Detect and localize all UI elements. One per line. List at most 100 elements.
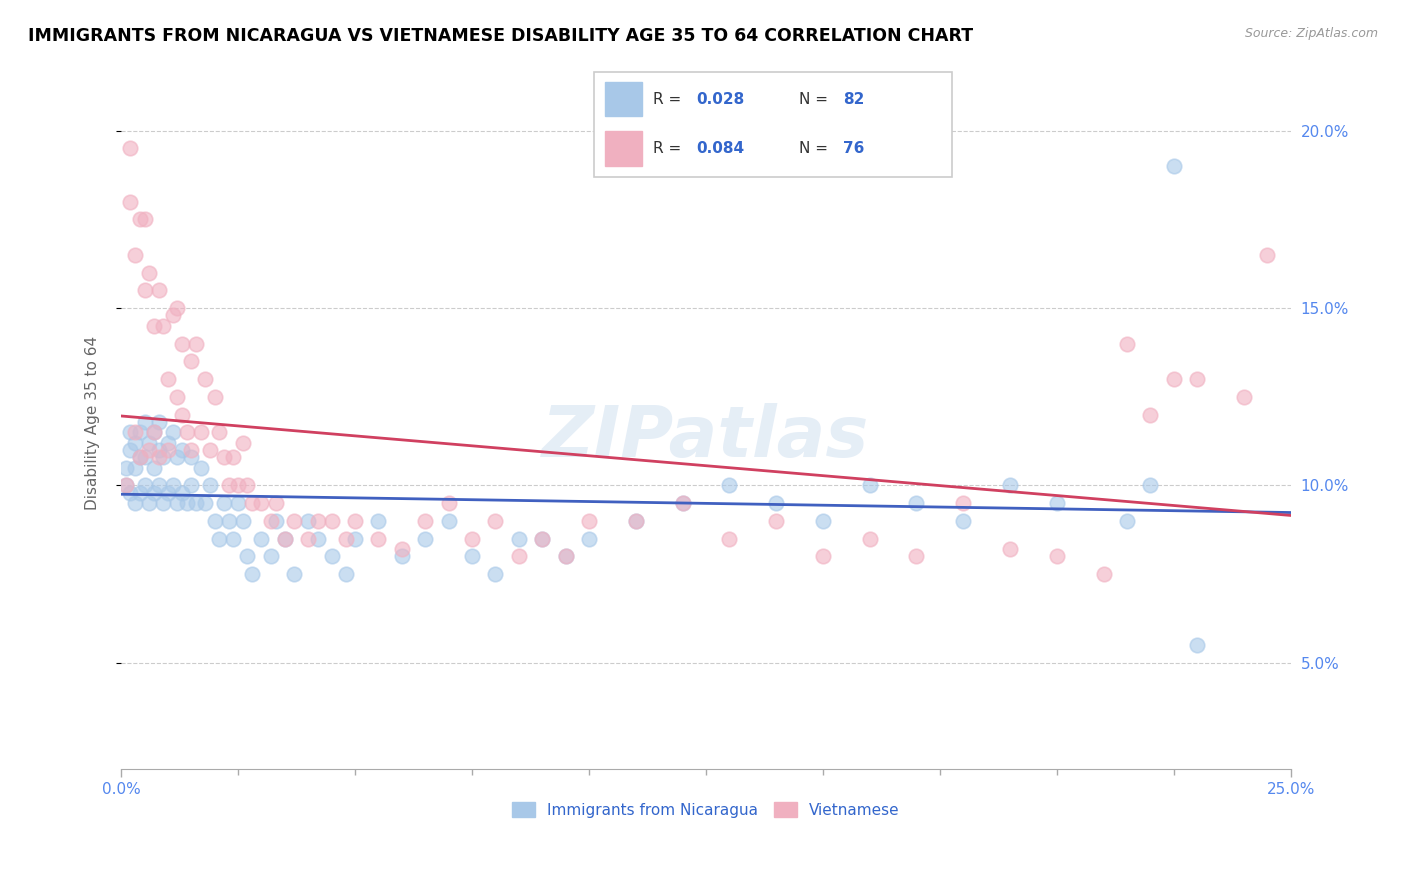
Point [176,425,198,440]
Point [166,496,188,510]
Point [859,532,882,546]
Point [124,496,146,510]
Point [321,514,343,528]
Point [180,354,202,368]
Point [307,532,329,546]
Point [222,532,245,546]
Point [198,442,221,457]
Point [578,514,600,528]
Point [624,514,647,528]
Point [128,450,150,464]
Point [531,532,554,546]
Point [260,514,283,528]
Point [138,442,160,457]
Point [283,567,305,582]
Point [859,478,882,492]
Point [134,450,156,464]
Point [134,478,156,492]
Point [152,450,174,464]
Point [1163,159,1185,173]
Point [344,514,367,528]
Text: R =: R = [652,141,686,156]
Point [128,212,150,227]
Point [508,532,530,546]
Point [170,485,193,500]
Text: N =: N = [799,141,832,156]
Point [1092,567,1115,582]
Point [152,318,174,333]
Point [578,532,600,546]
Point [124,248,146,262]
Point [718,532,741,546]
Point [307,514,329,528]
Point [554,549,576,564]
Point [198,478,221,492]
Point [321,549,343,564]
Point [180,478,202,492]
Point [142,318,165,333]
FancyBboxPatch shape [595,72,952,178]
Point [283,514,305,528]
Point [184,336,207,351]
Point [998,542,1021,557]
Point [194,372,217,386]
Point [138,496,160,510]
Point [437,514,460,528]
Point [124,460,146,475]
Point [240,496,263,510]
Point [718,478,741,492]
Point [391,542,413,557]
Point [134,212,156,227]
Point [437,496,460,510]
Point [232,514,254,528]
Point [250,532,273,546]
Point [134,415,156,429]
Point [1139,408,1161,422]
Point [212,450,235,464]
Point [1046,549,1069,564]
Point [114,478,136,492]
Point [120,425,142,440]
Point [204,390,226,404]
Point [138,436,160,450]
Point [162,478,184,492]
Point [236,478,259,492]
Point [212,496,235,510]
Point [226,478,249,492]
Text: 0.028: 0.028 [696,92,745,107]
Point [1163,372,1185,386]
Point [156,485,179,500]
Point [624,514,647,528]
Point [142,425,165,440]
Point [138,266,160,280]
Point [124,436,146,450]
Point [1185,372,1208,386]
Point [148,442,170,457]
Point [142,460,165,475]
Point [240,567,263,582]
Point [148,450,170,464]
Text: 76: 76 [842,141,865,156]
Point [905,549,928,564]
Point [1233,390,1256,404]
Point [184,496,207,510]
Point [194,496,217,510]
Point [156,372,179,386]
Point [166,450,188,464]
Point [391,549,413,564]
Point [811,549,834,564]
Text: Source: ZipAtlas.com: Source: ZipAtlas.com [1244,27,1378,40]
Point [260,549,283,564]
Point [508,549,530,564]
Point [128,485,150,500]
Point [1116,514,1139,528]
Point [156,436,179,450]
Text: 0.084: 0.084 [696,141,745,156]
Point [1046,496,1069,510]
Point [344,532,367,546]
Point [236,549,259,564]
Bar [605,82,641,116]
Text: IMMIGRANTS FROM NICARAGUA VS VIETNAMESE DISABILITY AGE 35 TO 64 CORRELATION CHAR: IMMIGRANTS FROM NICARAGUA VS VIETNAMESE … [28,27,973,45]
Point [162,425,184,440]
Point [413,514,436,528]
